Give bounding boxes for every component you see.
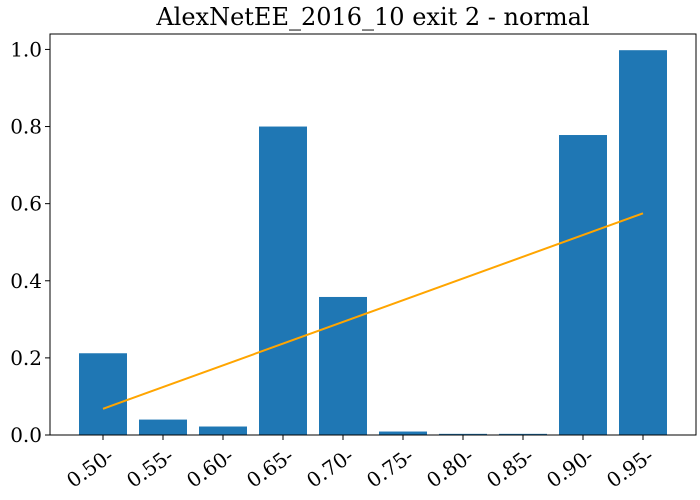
y-tick-label: 0.8	[10, 115, 42, 139]
bar-085	[499, 433, 547, 435]
bar-050	[79, 353, 127, 435]
plot-frame	[49, 33, 697, 436]
y-axis-ticks: 0.0 0.2 0.4 0.6 0.8 1.0	[10, 37, 50, 447]
y-tick-label: 1.0	[10, 37, 42, 61]
bar-070	[319, 296, 367, 435]
bar-065	[259, 126, 307, 436]
axes-layer	[49, 33, 697, 436]
bars-layer	[79, 50, 667, 436]
x-tick-label: 0.70-	[302, 443, 358, 492]
bar-075	[379, 431, 427, 435]
chart-title: AlexNetEE_2016_10 exit 2 - normal	[155, 3, 589, 31]
bar-055	[139, 419, 187, 435]
x-tick-label: 0.80-	[422, 443, 478, 492]
x-tick-label: 0.65-	[242, 443, 298, 492]
x-tick-label: 0.60-	[182, 443, 238, 492]
x-tick-label: 0.90-	[542, 443, 598, 492]
x-tick-label: 0.55-	[122, 443, 178, 492]
x-tick-label: 0.75-	[362, 443, 418, 492]
trend-line	[102, 212, 644, 410]
x-axis-ticks: 0.50- 0.55- 0.60- 0.65- 0.70- 0.75- 0.80- 0.85-…	[62, 435, 658, 493]
bar-060	[199, 426, 247, 435]
trend-layer	[102, 212, 644, 410]
y-tick-label: 0.0	[10, 423, 42, 447]
x-tick-label: 0.85-	[482, 443, 538, 492]
x-tick-label: 0.50-	[62, 443, 118, 492]
y-tick-label: 0.2	[10, 346, 42, 370]
bar-095	[619, 50, 667, 436]
y-tick-label: 0.4	[10, 269, 42, 293]
bar-090	[559, 135, 607, 435]
y-tick-label: 0.6	[10, 192, 42, 216]
bar-080	[439, 433, 487, 435]
x-tick-label: 0.95-	[602, 443, 658, 492]
